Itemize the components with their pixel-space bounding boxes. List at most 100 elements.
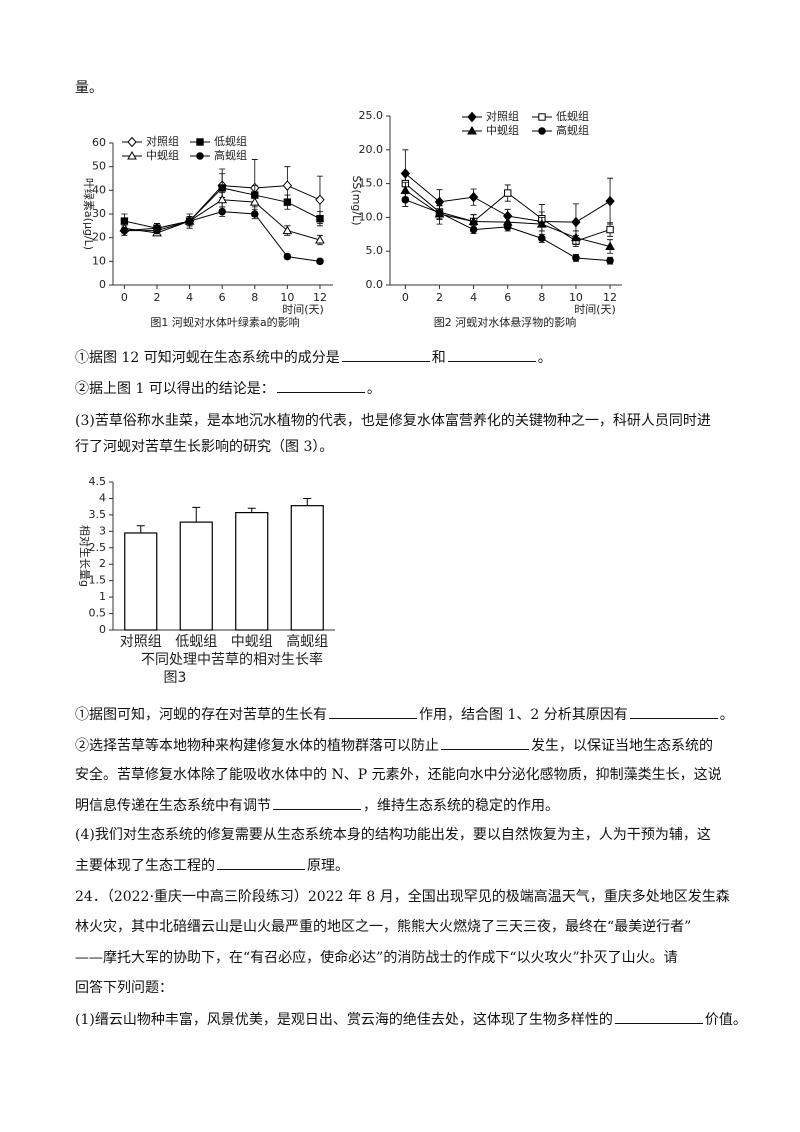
error-bar xyxy=(303,497,312,506)
text: 。 xyxy=(537,350,552,366)
text: ①据图 12 可知河蚬在生态系统中的成分是 xyxy=(75,350,340,366)
text: ——摩托大军的协助下，在“有召必应，使命必达”的消防战士的作成下“以火攻火”扑灭… xyxy=(75,950,678,966)
bar xyxy=(124,532,158,631)
marker xyxy=(468,191,479,203)
text-line: (1)缙云山物种丰富，风景优美，是观日出、赏云海的绝佳去处，这体现了生物多样性的… xyxy=(75,1009,747,1030)
marker xyxy=(606,225,614,234)
x-tick-label: 10 xyxy=(569,291,583,304)
marker xyxy=(504,189,512,197)
x-tick-label: 2 xyxy=(154,291,161,304)
text-line: 明信息传递在生态系统中有调节 ，维持生态系统的稳定的作用。 xyxy=(75,795,559,816)
answer-blank xyxy=(614,1009,703,1024)
bar xyxy=(290,505,324,631)
marker xyxy=(185,217,194,225)
text: 。 xyxy=(366,381,381,397)
marker xyxy=(315,194,325,206)
marker xyxy=(250,210,259,218)
marker xyxy=(469,225,478,234)
error-bar xyxy=(192,506,201,523)
legend-label: 低蚬组 xyxy=(214,134,247,148)
text: 林火灾，其中北碚缙云山是山火最严重的地区之一，熊熊大火燃烧了三天三夜，最终在“最… xyxy=(75,919,692,935)
marker xyxy=(536,219,547,228)
y-tick-label: 0 xyxy=(99,278,106,291)
marker xyxy=(153,226,161,235)
marker xyxy=(572,254,580,262)
x-axis-label: 时间(天) xyxy=(282,303,324,316)
figure-caption: 图1 河蚬对水体叶绿素a的影响 xyxy=(150,315,299,329)
text: 行了河蚬对苦草生长影响的研究（图 3）。 xyxy=(75,439,334,455)
legend-marker xyxy=(127,136,137,148)
y-tick-label: 10.0 xyxy=(359,210,384,223)
text: 24．（2022·重庆一中高三阶段练习）2022 年 8 月，全国出现罕见的极端… xyxy=(75,889,730,905)
marker xyxy=(249,197,260,206)
y-tick-label: 0 xyxy=(99,623,106,636)
figure-caption: 图3 xyxy=(164,670,187,686)
marker xyxy=(283,198,292,206)
text: 发生，以保证当地生态系统的 xyxy=(531,738,713,754)
legend-marker xyxy=(196,152,204,160)
text: (4)我们对生态系统的修复需要从生态系统本身的结构功能出发，要以自然恢复为主，人… xyxy=(75,827,711,843)
text-line: ①据图可知，河蚬的存在对苦草的生长有 作用，结合图 1、2 分析其原因有 。 xyxy=(75,704,734,725)
y-tick-label: 1 xyxy=(99,590,106,603)
x-tick-label: 中蚬组 xyxy=(231,634,273,650)
text: 量。 xyxy=(75,80,103,96)
answer-blank xyxy=(329,704,417,719)
text-line: 林火灾，其中北碚缙云山是山火最严重的地区之一，熊熊大火燃烧了三天三夜，最终在“最… xyxy=(75,917,691,937)
series-line xyxy=(124,211,321,262)
y-tick-label: 0.0 xyxy=(366,278,384,291)
marker xyxy=(282,180,293,191)
x-axis-label: 时间(天) xyxy=(574,303,616,316)
text-line: 24．（2022·重庆一中高三阶段练习）2022 年 8 月，全国出现罕见的极端… xyxy=(75,887,730,907)
error-bar xyxy=(247,507,256,513)
x-tick-label: 8 xyxy=(538,291,545,304)
y-tick-label: 30 xyxy=(92,207,106,220)
marker xyxy=(218,207,226,216)
text-line: ②选择苦草等本地物种来构建修复水体的植物群落可以防止 发生，以保证当地生态系统的 xyxy=(75,735,713,756)
y-tick-label: 20.0 xyxy=(359,143,384,156)
marker xyxy=(606,256,614,265)
marker xyxy=(120,226,129,235)
y-tick-label: 10 xyxy=(92,254,106,267)
y-axis-label: SS(mg/L) xyxy=(350,175,363,225)
y-tick-label: 50 xyxy=(92,160,106,173)
x-tick-label: 2 xyxy=(436,291,443,304)
answer-blank xyxy=(217,855,305,870)
x-tick-label: 4 xyxy=(470,291,477,304)
text: 主要体现了生态工程的 xyxy=(75,858,215,874)
text: ②据上图 1 可以得出的结论是： xyxy=(75,381,275,397)
legend-marker xyxy=(196,138,204,146)
y-tick-label: 40 xyxy=(92,183,106,196)
x-tick-label: 0 xyxy=(121,291,128,304)
x-tick-label: 12 xyxy=(313,291,327,304)
x-tick-label: 高蚬组 xyxy=(286,633,328,650)
x-tick-label: 6 xyxy=(504,291,511,304)
text: 原理。 xyxy=(307,858,349,874)
x-tick-label: 4 xyxy=(186,291,193,304)
x-tick-label: 8 xyxy=(251,291,258,304)
y-tick-label: 3 xyxy=(99,524,106,537)
marker xyxy=(468,216,479,225)
answer-blank xyxy=(447,347,536,362)
text: 安全。苦草修复水体除了能吸收水体中的 N、P 元素外，还能向水中分泌化感物质，抑… xyxy=(75,767,722,783)
legend-label: 中蚬组 xyxy=(146,148,179,162)
y-tick-label: 4.5 xyxy=(89,475,107,488)
bar xyxy=(179,521,213,631)
y-tick-label: 20 xyxy=(92,231,106,244)
text-line: 主要体现了生态工程的 原理。 xyxy=(75,855,349,876)
bar xyxy=(235,511,269,631)
y-tick-label: 2.5 xyxy=(89,541,107,554)
text-line: ①据图 12 可知河蚬在生态系统中的成分是 和 。 xyxy=(75,347,552,368)
legend-marker xyxy=(467,125,477,135)
y-tick-label: 60 xyxy=(92,136,106,149)
marker xyxy=(435,208,444,217)
y-tick-label: 25.0 xyxy=(359,109,384,122)
answer-blank xyxy=(441,735,529,750)
x-axis-label: 不同处理中苦草的相对生长率 xyxy=(141,651,323,668)
marker xyxy=(218,184,226,192)
text-line: (4)我们对生态系统的修复需要从生态系统本身的结构功能出发，要以自然恢复为主，人… xyxy=(75,825,711,845)
marker xyxy=(605,195,615,207)
x-tick-label: 对照组 xyxy=(120,634,162,650)
text: 作用，结合图 1、2 分析其原因有 xyxy=(419,707,628,723)
answer-blank xyxy=(341,347,430,362)
error-bar xyxy=(136,525,145,533)
